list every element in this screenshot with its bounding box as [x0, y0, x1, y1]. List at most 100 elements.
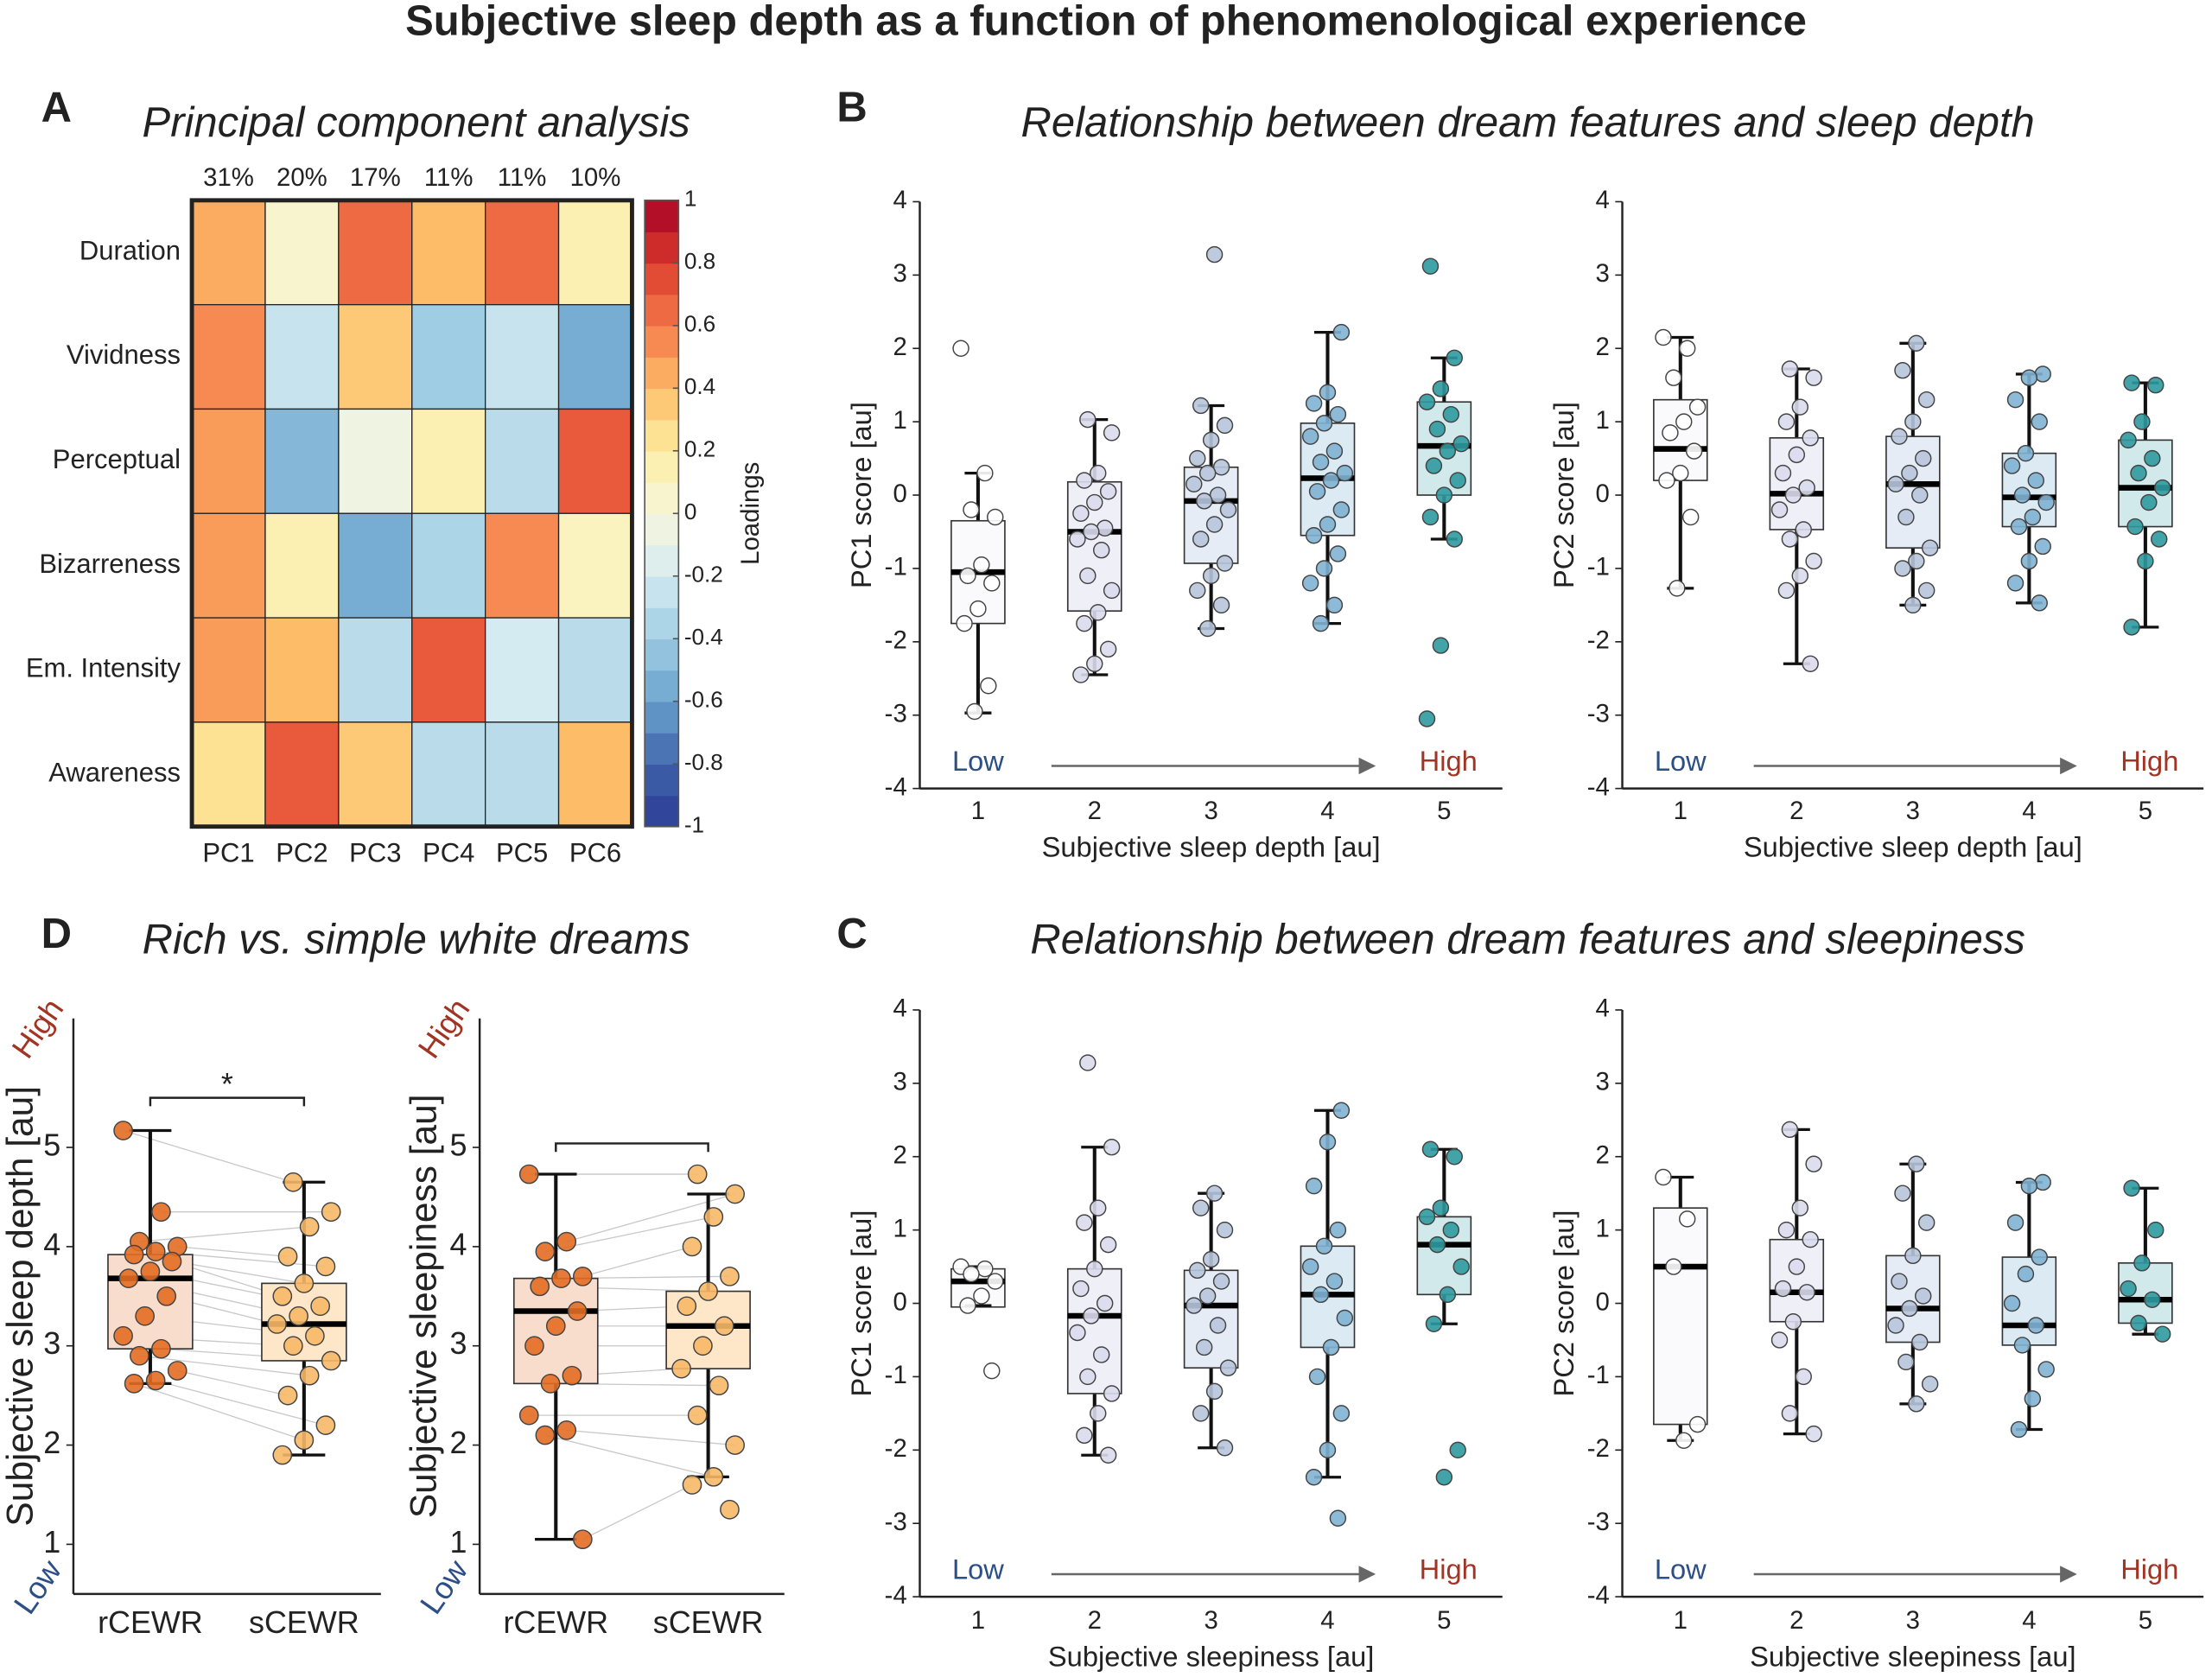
data-point — [524, 1336, 544, 1356]
y-axis-label: PC1 score [au] — [845, 1210, 877, 1397]
data-point — [2013, 486, 2031, 504]
y-tick-label: 3 — [43, 1325, 60, 1361]
colorbar-tick-label: 0.6 — [684, 311, 715, 337]
data-point — [963, 501, 980, 518]
data-point — [1099, 483, 1117, 500]
data-point — [1076, 1426, 1093, 1445]
data-point — [1216, 416, 1234, 435]
heatmap-cell — [191, 721, 266, 828]
box — [1653, 1207, 1708, 1426]
variance-label: 31% — [203, 163, 254, 192]
data-point — [703, 1207, 724, 1227]
colorbar-segment — [645, 263, 679, 295]
data-point — [1072, 666, 1090, 683]
data-point — [283, 1172, 303, 1192]
colorbar-segment — [645, 513, 679, 546]
data-point — [1774, 464, 1792, 482]
data-point — [976, 464, 994, 482]
data-point — [1319, 516, 1337, 533]
data-point — [1090, 1405, 1107, 1422]
data-point — [1662, 424, 1679, 441]
colorbar-segment — [645, 325, 679, 358]
data-point — [1093, 1346, 1110, 1363]
heatmap-cell — [338, 200, 413, 306]
data-point — [682, 1236, 702, 1257]
data-point — [1921, 539, 1939, 556]
data-point — [1185, 1297, 1203, 1314]
data-point — [1205, 1185, 1224, 1202]
data-point — [1432, 380, 1450, 397]
pair-line — [139, 1226, 310, 1242]
data-point — [1202, 567, 1220, 585]
heatmap-cell — [485, 408, 560, 514]
data-point — [1086, 493, 1103, 511]
data-point — [1777, 413, 1796, 430]
data-point — [272, 1286, 293, 1306]
data-point — [1325, 596, 1344, 614]
data-point — [1418, 393, 1436, 410]
data-point — [1675, 413, 1693, 430]
data-point — [959, 1297, 976, 1314]
heatmap-cell — [411, 200, 486, 306]
data-point — [1894, 560, 1911, 577]
data-point — [572, 1529, 593, 1550]
x-tick-label: 4 — [2022, 797, 2036, 825]
x-tick-label: rCEWR — [503, 1604, 608, 1640]
heatmap-cell — [338, 408, 413, 514]
data-point — [1784, 486, 1802, 504]
data-point — [2153, 479, 2171, 497]
colorbar-tick-label: 1 — [684, 186, 697, 212]
data-point — [1805, 1425, 1822, 1443]
pair-line — [177, 1369, 289, 1396]
data-point — [1079, 567, 1096, 585]
data-point — [1452, 435, 1470, 453]
heatmap-cell — [411, 721, 486, 828]
data-point — [1332, 1102, 1351, 1119]
data-point — [698, 1281, 718, 1301]
data-point — [289, 1305, 308, 1326]
heatmap-cell — [485, 200, 560, 306]
y-tick-label: 2 — [893, 1140, 906, 1169]
data-point — [720, 1499, 740, 1520]
data-point — [1319, 384, 1337, 401]
data-point — [1802, 655, 1819, 673]
data-point — [267, 1314, 287, 1334]
data-point — [1439, 442, 1457, 460]
x-tick-label: 2 — [1789, 1606, 1803, 1635]
x-tick-label: sCEWR — [249, 1604, 359, 1640]
data-point — [1319, 1134, 1337, 1151]
y-tick-label: -2 — [885, 1434, 907, 1463]
colorbar-segment — [645, 701, 679, 734]
data-point — [1418, 710, 1436, 727]
data-point — [1192, 1199, 1210, 1216]
row-label: Bizarreness — [39, 549, 181, 579]
data-point — [315, 1256, 336, 1277]
data-point — [1770, 501, 1789, 518]
x-tick-label: 3 — [1906, 1606, 1920, 1635]
annotation-low: Low — [952, 745, 1004, 777]
data-point — [956, 614, 973, 632]
data-point — [135, 1305, 155, 1326]
data-point — [1205, 516, 1224, 533]
data-point — [1198, 464, 1217, 482]
heatmap-cell — [557, 408, 633, 514]
colorbar-tick-label: -1 — [684, 812, 704, 838]
data-point — [145, 1370, 166, 1391]
row-label: Duration — [79, 235, 181, 265]
data-point — [1788, 1258, 1806, 1275]
data-point — [1439, 1286, 1457, 1304]
data-point — [2130, 464, 2147, 482]
data-point — [1329, 1221, 1347, 1239]
data-point — [299, 1365, 320, 1386]
data-point — [987, 1273, 1004, 1290]
data-point — [963, 1265, 980, 1283]
x-tick-label: 4 — [1320, 1606, 1334, 1635]
colorbar-segment — [645, 294, 679, 327]
y-tick-label: -4 — [885, 772, 907, 801]
data-point — [130, 1345, 149, 1366]
annotation-high: High — [4, 992, 70, 1064]
x-tick-label: 1 — [971, 1606, 985, 1635]
variance-label: 20% — [276, 163, 327, 192]
heatmap-cell — [557, 721, 633, 828]
data-point — [1774, 1280, 1792, 1298]
